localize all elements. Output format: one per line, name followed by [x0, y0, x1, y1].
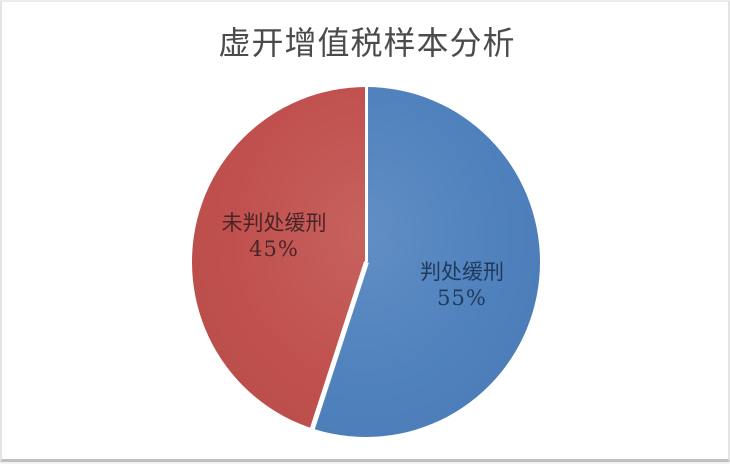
slice-label-not-probation: 未判处缓刑 45% [189, 210, 359, 262]
slice-percent-text: 55% [437, 286, 487, 310]
pie-chart: 未判处缓刑 45% 判处缓刑 55% [189, 83, 540, 437]
slice-category-text: 未判处缓刑 [221, 211, 327, 235]
slice-divider-bottom [308, 261, 369, 433]
slice-category-text: 判处缓刑 [420, 260, 504, 284]
slice-percent-text: 45% [249, 237, 299, 261]
slice-divider-top [364, 83, 368, 262]
chart-title: 虚开增值税样本分析 [218, 24, 516, 62]
slice-label-probation: 判处缓刑 55% [377, 259, 547, 311]
